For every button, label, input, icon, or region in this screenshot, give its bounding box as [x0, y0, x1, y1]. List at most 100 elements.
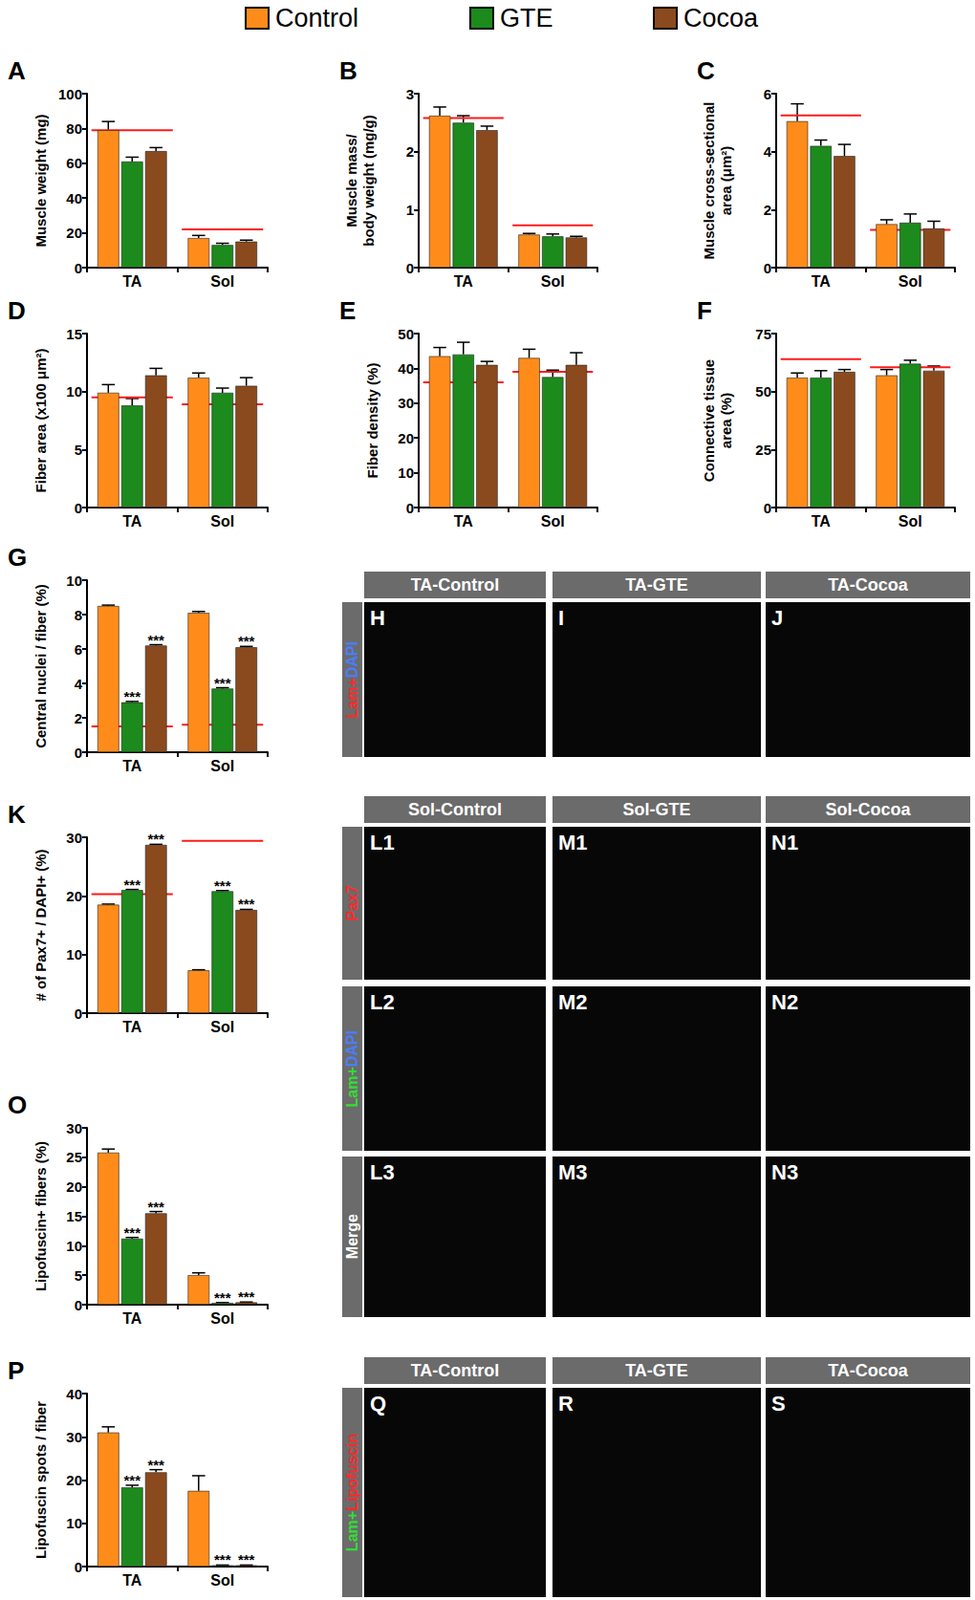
svg-text:60: 60	[65, 154, 83, 172]
svg-text:0: 0	[74, 499, 83, 517]
svg-text:Sol: Sol	[210, 513, 235, 530]
svg-text:TA: TA	[454, 273, 475, 290]
svg-text:5: 5	[74, 1267, 83, 1284]
svg-text:Muscle mass/: Muscle mass/	[343, 132, 360, 227]
svg-text:6: 6	[763, 86, 772, 103]
svg-text:Sol: Sol	[210, 758, 235, 775]
svg-text:0: 0	[406, 499, 414, 517]
svg-text:Lipofuscin spots / fiber: Lipofuscin spots / fiber	[32, 1401, 49, 1560]
svg-text:30: 30	[397, 394, 414, 412]
svg-text:10: 10	[65, 383, 83, 400]
svg-text:25: 25	[65, 1148, 83, 1166]
svg-text:Sol: Sol	[541, 513, 565, 530]
svg-text:0: 0	[74, 744, 83, 761]
svg-text:***: ***	[123, 688, 141, 705]
svg-text:O: O	[7, 1090, 27, 1120]
svg-text:10: 10	[65, 1237, 83, 1255]
svg-text:3: 3	[406, 86, 414, 103]
svg-text:6: 6	[74, 641, 83, 658]
svg-text:Fiber density (%): Fiber density (%)	[364, 363, 381, 479]
svg-text:Sol: Sol	[210, 1310, 235, 1327]
svg-text:40: 40	[397, 360, 414, 377]
svg-text:75: 75	[755, 325, 772, 343]
svg-text:Sol: Sol	[898, 513, 923, 530]
svg-text:100: 100	[58, 86, 83, 103]
svg-text:Sol: Sol	[210, 273, 235, 290]
svg-text:15: 15	[65, 1208, 83, 1225]
svg-text:K: K	[7, 800, 26, 829]
svg-text:TA: TA	[122, 1310, 143, 1327]
svg-text:Fiber area (x100 μm²): Fiber area (x100 μm²)	[32, 348, 49, 494]
svg-text:2: 2	[406, 143, 414, 160]
svg-text:Central nuclei / fiber (%): Central nuclei / fiber (%)	[32, 584, 49, 749]
svg-text:body weight (mg/g): body weight (mg/g)	[360, 114, 377, 246]
svg-text:***: ***	[214, 674, 232, 692]
svg-text:TA: TA	[122, 1018, 143, 1036]
svg-text:P: P	[7, 1356, 24, 1386]
svg-text:Connective tissue: Connective tissue	[700, 359, 717, 482]
svg-text:TA: TA	[122, 1572, 143, 1589]
svg-text:30: 30	[65, 1120, 83, 1137]
svg-text:2: 2	[74, 710, 83, 727]
svg-text:25: 25	[755, 441, 772, 458]
svg-text:50: 50	[397, 325, 414, 343]
svg-text:50: 50	[755, 383, 772, 400]
svg-text:# of Pax7+ / DAPI+ (%): # of Pax7+ / DAPI+ (%)	[32, 848, 49, 1001]
svg-text:Sol: Sol	[210, 1018, 235, 1036]
svg-text:20: 20	[65, 224, 83, 241]
svg-text:0: 0	[74, 1559, 83, 1576]
svg-text:30: 30	[65, 829, 83, 846]
svg-text:0: 0	[74, 260, 83, 277]
svg-text:***: ***	[238, 895, 256, 912]
svg-text:4: 4	[763, 143, 773, 160]
svg-text:Sol: Sol	[210, 1572, 235, 1589]
svg-text:***: ***	[147, 1198, 165, 1215]
svg-text:***: ***	[147, 631, 165, 649]
svg-text:area (%): area (%)	[717, 392, 735, 449]
svg-text:4: 4	[74, 675, 84, 693]
svg-text:15: 15	[65, 325, 83, 343]
svg-text:0: 0	[74, 1005, 83, 1022]
svg-text:20: 20	[65, 1472, 83, 1489]
svg-text:B: B	[339, 56, 358, 86]
svg-text:***: ***	[238, 632, 256, 650]
svg-text:D: D	[7, 296, 26, 325]
svg-text:Sol: Sol	[898, 273, 923, 290]
svg-text:TA: TA	[811, 513, 832, 530]
svg-text:***: ***	[123, 1224, 141, 1241]
svg-text:***: ***	[147, 1456, 165, 1474]
svg-text:8: 8	[74, 606, 83, 624]
svg-text:10: 10	[397, 464, 414, 481]
svg-text:***: ***	[214, 877, 232, 894]
svg-text:5: 5	[74, 441, 83, 458]
svg-text:***: ***	[123, 1472, 141, 1489]
svg-text:10: 10	[65, 946, 83, 963]
svg-text:10: 10	[65, 572, 83, 589]
svg-text:Lipofuscin+ fibers (%): Lipofuscin+ fibers (%)	[32, 1141, 49, 1292]
svg-text:0: 0	[763, 499, 772, 517]
svg-text:area (μm²): area (μm²)	[717, 146, 735, 217]
svg-text:TA: TA	[811, 273, 832, 290]
svg-text:2: 2	[763, 201, 772, 218]
svg-text:TA: TA	[122, 513, 143, 530]
svg-text:***: ***	[123, 876, 141, 893]
svg-text:G: G	[7, 542, 27, 572]
svg-text:0: 0	[74, 1297, 83, 1314]
svg-text:Muscle cross-sectional: Muscle cross-sectional	[700, 101, 717, 260]
svg-text:TA: TA	[122, 273, 143, 290]
svg-text:Muscle weight (mg): Muscle weight (mg)	[32, 113, 49, 247]
svg-text:20: 20	[397, 430, 414, 447]
svg-text:20: 20	[65, 888, 83, 905]
svg-text:A: A	[7, 56, 26, 86]
svg-text:40: 40	[65, 1386, 83, 1403]
svg-text:TA: TA	[122, 758, 143, 775]
svg-text:40: 40	[65, 190, 83, 207]
svg-text:80: 80	[65, 120, 83, 137]
svg-text:E: E	[339, 296, 356, 325]
svg-text:Sol: Sol	[541, 273, 565, 290]
svg-text:***: ***	[147, 830, 165, 847]
svg-text:1: 1	[406, 201, 414, 218]
svg-text:TA: TA	[454, 513, 475, 530]
svg-text:F: F	[696, 296, 713, 325]
svg-text:30: 30	[65, 1429, 83, 1446]
